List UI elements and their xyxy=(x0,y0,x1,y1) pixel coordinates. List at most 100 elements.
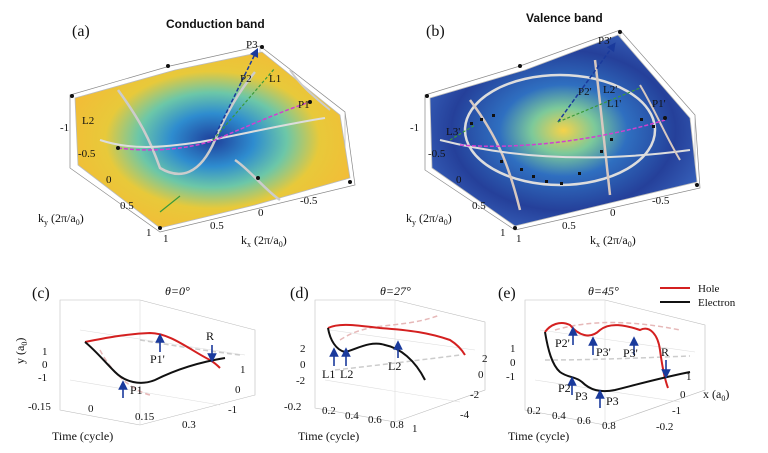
legend-hole-label: Hole xyxy=(698,283,720,295)
d-x-tick: 1 xyxy=(412,423,418,435)
a-kx-tick: 1 xyxy=(163,233,169,245)
panel-c-label: (c) xyxy=(32,285,50,302)
e-z-tick: -0.2 xyxy=(656,421,673,433)
panel-a: (a) Conduction band P3 P2 L1 P1 L2 -1 -0… xyxy=(38,17,356,249)
c-y-label: y (a0) xyxy=(13,338,29,364)
c-annot: P1 xyxy=(130,383,143,397)
e-x-tick: 0.6 xyxy=(577,415,591,427)
a-kx-tick: -0.5 xyxy=(300,195,318,207)
hole-trajectory xyxy=(84,331,221,369)
a-ky-label: ky (2π/a0) xyxy=(38,211,84,227)
d-annot: L1 xyxy=(322,367,335,381)
point-l1p: L1' xyxy=(607,98,621,110)
electron-trajectory xyxy=(327,327,426,381)
d-time-label: Time (cycle) xyxy=(298,429,359,443)
point-p2p: P2' xyxy=(578,86,592,98)
e-annot: R xyxy=(661,345,669,359)
b-kx-tick: -0.5 xyxy=(652,195,670,207)
e-y-tick: 0 xyxy=(510,357,516,369)
point-l2p: L2' xyxy=(603,84,617,96)
d-annot: L2 xyxy=(340,367,353,381)
a-kx-tick: 0 xyxy=(258,207,264,219)
hole-trajectory xyxy=(327,323,466,356)
c-x-tick: 0 xyxy=(88,403,94,415)
d-y-tick: 2 xyxy=(300,343,306,355)
a-kx-label: kx (2π/a0) xyxy=(241,233,287,249)
c-annot: R xyxy=(206,329,214,343)
b-ky-tick: -0.5 xyxy=(428,148,446,160)
panel-d: (d) θ=27° L1 L2 L2 2 0 -2 -0.2 0.2 0.4 0… xyxy=(284,284,488,443)
panel-d-label: (d) xyxy=(290,285,309,302)
c-z-tick: 0 xyxy=(235,384,241,396)
panel-b: (b) Valence band P3' P2' L2' L1' P1' L3' xyxy=(406,11,701,249)
c-annot: P1' xyxy=(150,352,165,366)
d-z-tick: -2 xyxy=(470,389,479,401)
d-z-tick: 0 xyxy=(478,369,484,381)
c-y-tick: 1 xyxy=(42,346,48,358)
c-x-tick: -0.15 xyxy=(28,401,51,413)
legend-electron-label: Electron xyxy=(698,297,736,309)
d-x-tick: 0.8 xyxy=(390,419,404,431)
d-z-tick: 2 xyxy=(482,353,488,365)
c-z-tick: 1 xyxy=(240,364,246,376)
b-kx-label: kx (2π/a0) xyxy=(590,233,636,249)
point-p3: P3 xyxy=(246,39,258,51)
point-l1: L1 xyxy=(269,73,281,85)
c-y-tick: 0 xyxy=(42,359,48,371)
point-p2: P2 xyxy=(240,73,252,85)
e-y-tick: 1 xyxy=(510,343,516,355)
panel-d-theta: θ=27° xyxy=(380,284,411,298)
hole-trajectory xyxy=(544,322,669,389)
b-ky-tick: 1 xyxy=(500,227,506,239)
e-x-tick: 0.4 xyxy=(552,410,566,422)
panel-c-theta: θ=0° xyxy=(165,284,190,298)
e-z-tick: 1 xyxy=(686,371,692,383)
e-annot: P3 xyxy=(606,394,619,408)
point-p1p: P1' xyxy=(652,98,666,110)
electron-trajectory xyxy=(544,331,691,393)
panel-c: (c) θ=0° P1' R P1 y (a0) 1 0 -1 -0.15 0 … xyxy=(13,284,256,443)
b-kx-tick: 0 xyxy=(610,207,616,219)
b-kx-tick: 0.5 xyxy=(562,220,576,232)
electron-trajectory xyxy=(84,341,226,384)
e-x-axis-label: x (a0) xyxy=(703,387,729,403)
panel-e: (e) θ=45° P2' P3' P3' R P2 P3 P3 1 0 -1 … xyxy=(498,284,729,443)
e-annot: P3' xyxy=(596,345,611,359)
b-ky-tick: 0.5 xyxy=(472,200,486,212)
e-time-label: Time (cycle) xyxy=(508,429,569,443)
a-ky-tick: 0.5 xyxy=(120,200,134,212)
d-x-tick: 0.6 xyxy=(368,414,382,426)
valence-surface xyxy=(429,34,698,227)
e-annot: P3' xyxy=(623,346,638,360)
panel-b-title: Valence band xyxy=(526,11,603,25)
panel-a-title: Conduction band xyxy=(166,17,265,31)
e-annot: P2 xyxy=(558,381,571,395)
b-ky-label: ky (2π/a0) xyxy=(406,211,452,227)
a-ky-tick: 1 xyxy=(146,227,152,239)
a-ky-tick: 0 xyxy=(106,174,112,186)
c-y-tick: -1 xyxy=(38,372,47,384)
e-annot: P2' xyxy=(555,336,570,350)
e-y-tick: -1 xyxy=(506,371,515,383)
panel-a-label: (a) xyxy=(72,23,90,40)
b-ky-tick: -1 xyxy=(410,122,419,134)
d-x-tick: 0.2 xyxy=(322,405,336,417)
panel-e-label: (e) xyxy=(498,285,516,302)
e-z-tick: 0 xyxy=(680,389,686,401)
d-y-tick: -2 xyxy=(296,375,305,387)
e-annot: P3 xyxy=(575,389,588,403)
e-x-tick: 0.2 xyxy=(527,405,541,417)
c-z-tick: -1 xyxy=(228,404,237,416)
point-p3p: P3' xyxy=(598,35,612,47)
e-x-tick: 0.8 xyxy=(602,420,616,432)
panel-b-label: (b) xyxy=(426,23,445,40)
e-z-tick: -1 xyxy=(672,405,681,417)
a-ky-tick: -0.5 xyxy=(78,148,96,160)
a-ky-tick: -1 xyxy=(60,122,69,134)
point-p1: P1 xyxy=(298,99,310,111)
point-l2: L2 xyxy=(82,115,94,127)
d-annot: L2 xyxy=(388,359,401,373)
a-kx-tick: 0.5 xyxy=(210,220,224,232)
b-ky-tick: 0 xyxy=(456,174,462,186)
